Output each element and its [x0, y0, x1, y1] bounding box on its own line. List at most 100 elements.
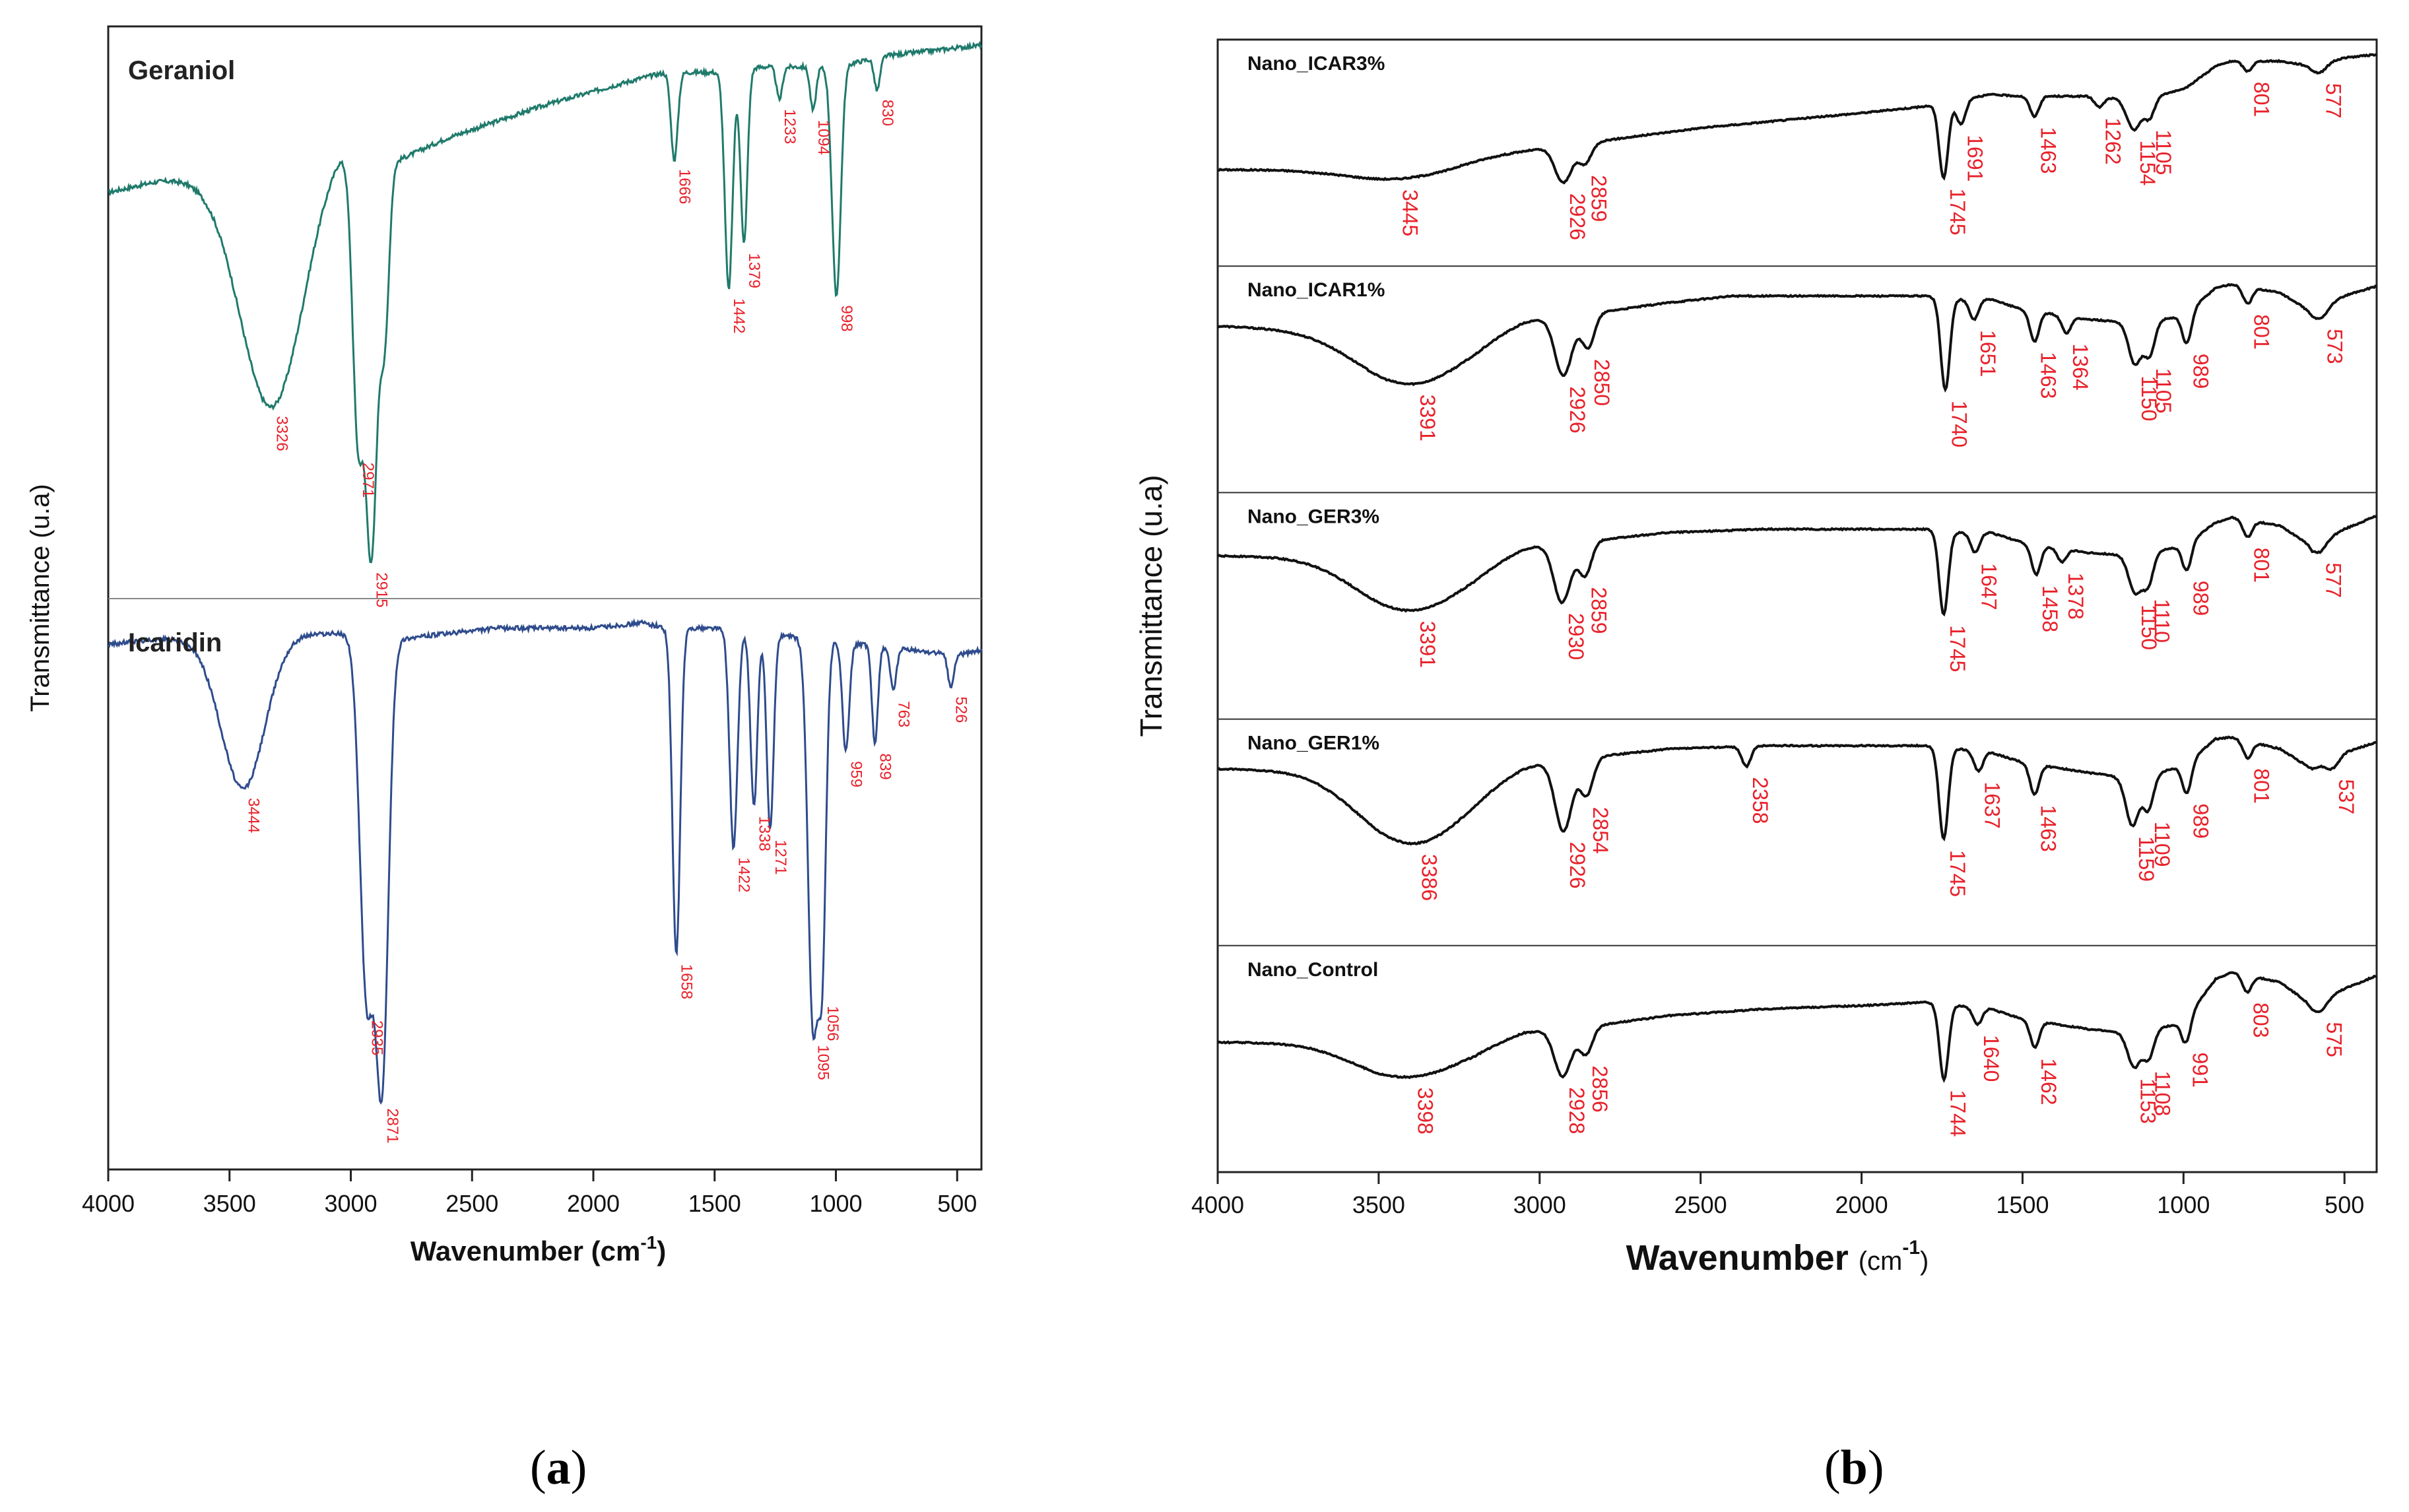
x-tick-label-a: 3500 [203, 1190, 256, 1217]
peak-label: 1233 [781, 109, 799, 144]
x-axis-label-b-sup: -1 [1902, 1237, 1920, 1259]
peak-label: 577 [2322, 563, 2346, 598]
peak-label: 2926 [1566, 386, 1589, 433]
peak-label: 1745 [1946, 850, 1969, 897]
x-tick-label-a: 4000 [82, 1190, 135, 1217]
peak-label: 537 [2334, 779, 2358, 814]
peak-label: 1640 [1979, 1035, 2003, 1082]
peak-label: 1463 [2036, 127, 2060, 174]
peak-label: 1110 [2150, 599, 2174, 642]
y-axis-label-a: Transmittance (u.a) [26, 484, 55, 711]
peak-label: 1745 [1946, 188, 1969, 235]
peak-label: 991 [2189, 1053, 2212, 1088]
peak-label: 575 [2323, 1022, 2346, 1057]
peak-label: 1379 [745, 253, 763, 288]
peak-label: 3326 [273, 416, 291, 451]
x-axis-label-b-main: Wavenumber [1626, 1238, 1859, 1278]
peak-label: 1378 [2064, 573, 2088, 620]
peak-label: 1105 [2152, 368, 2175, 414]
peak-label: 1338 [755, 816, 773, 851]
peak-label: 573 [2323, 329, 2347, 364]
peak-label: 1647 [1977, 563, 2001, 610]
x-axis-label-a-sup: -1 [640, 1232, 657, 1253]
peak-label: 2926 [1566, 841, 1589, 888]
peak-label: 526 [952, 696, 970, 723]
peak-label: 1095 [814, 1045, 832, 1080]
peak-label: 801 [2249, 82, 2273, 117]
peak-label: 2930 [1564, 613, 1588, 660]
peak-label: 1108 [2151, 1070, 2175, 1116]
peak-label: 2935 [368, 1020, 385, 1055]
x-tick-label-a: 1000 [809, 1190, 862, 1217]
peak-label: 1745 [1946, 625, 1969, 672]
series-line-nano-control [1216, 971, 2377, 1084]
peak-label: 3398 [1414, 1088, 1437, 1134]
peak-label: 1422 [735, 857, 752, 892]
peak-label: 2928 [1565, 1087, 1589, 1134]
panel-b-frame [1216, 38, 2378, 1173]
series-line-icaridin [108, 618, 983, 1105]
panel-a-label: (a) [530, 1441, 587, 1495]
peak-label: 1462 [2037, 1058, 2061, 1105]
series-title: Nano_ICAR3% [1247, 53, 1385, 75]
series-title: Nano_Control [1247, 959, 1378, 981]
x-tick-label-b: 3000 [1513, 1191, 1566, 1218]
x-tick-label-b: 2500 [1674, 1191, 1727, 1218]
peak-label: 1150 [2137, 605, 2161, 650]
peak-label: 1666 [676, 169, 694, 204]
x-axis-label-b-unit: (cm [1859, 1247, 1903, 1276]
peak-label: 2915 [373, 572, 391, 607]
series-title-icaridin: Icaridin [128, 628, 222, 657]
peak-label: 1109 [2150, 822, 2174, 867]
peak-label: 1364 [2068, 343, 2092, 390]
peak-label: 989 [2189, 354, 2213, 389]
peak-label: 2971 [359, 463, 377, 498]
peak-label: 1262 [2101, 117, 2125, 164]
peak-label: 1271 [772, 839, 789, 874]
peak-label: 2859 [1587, 175, 1611, 222]
peak-label: 1651 [1976, 330, 2000, 377]
peak-label: 801 [2249, 548, 2273, 583]
peak-label: 989 [2189, 581, 2213, 616]
series-title-geraniol: Geraniol [128, 56, 235, 85]
peak-label: 830 [878, 100, 896, 126]
peak-label: 3444 [244, 798, 262, 833]
x-tick-label-a: 3000 [324, 1190, 377, 1217]
peak-label: 1154 [2136, 141, 2160, 186]
panel-a: 4000 3500 3000 2500 2000 1500 1000 500 Wavenumbe… [26, 25, 983, 1266]
peak-label: 2859 [1587, 587, 1611, 634]
peak-label: 1744 [1946, 1090, 1969, 1136]
peak-label: 577 [2322, 83, 2346, 118]
peak-label: 1150 [2137, 376, 2161, 421]
peak-label: 801 [2249, 314, 2273, 349]
peak-label: 1463 [2036, 352, 2060, 399]
x-axis-label-a-close: ) [657, 1235, 666, 1266]
peak-label: 2850 [1590, 359, 1614, 406]
peak-label: 1740 [1947, 401, 1971, 447]
panel-b-label: (b) [1824, 1441, 1884, 1495]
series-title: Nano_GER3% [1247, 506, 1379, 527]
x-tick-label-b: 1000 [2157, 1191, 2210, 1218]
peak-label: 959 [847, 761, 865, 787]
peak-label: 2871 [383, 1108, 401, 1143]
peak-label: 1094 [814, 120, 832, 155]
series-line-geraniol [108, 40, 983, 564]
peak-label: 1153 [2136, 1078, 2160, 1124]
x-tick-label-a: 2500 [446, 1190, 498, 1217]
x-tick-label-b: 2000 [1835, 1191, 1888, 1218]
peak-label: 1463 [2036, 805, 2060, 852]
peak-label: 2856 [1588, 1066, 1612, 1113]
peak-label: 803 [2249, 1003, 2272, 1037]
peak-label: 1691 [1963, 135, 1987, 181]
peak-label: 1159 [2134, 836, 2158, 882]
x-axis-label-b-close: ) [1920, 1247, 1929, 1276]
x-tick-label-b: 4000 [1191, 1191, 1244, 1218]
peak-label: 839 [876, 754, 894, 780]
x-axis-label-a: Wavenumber (cm-1) [411, 1232, 666, 1266]
y-axis-label-b: Transmittance (u.a) [1134, 475, 1168, 737]
peak-label: 1442 [730, 298, 748, 333]
peak-label: 2854 [1589, 807, 1612, 854]
x-tick-label-b: 3500 [1352, 1191, 1405, 1218]
x-axis-label-a-main: Wavenumber (cm [411, 1235, 641, 1266]
